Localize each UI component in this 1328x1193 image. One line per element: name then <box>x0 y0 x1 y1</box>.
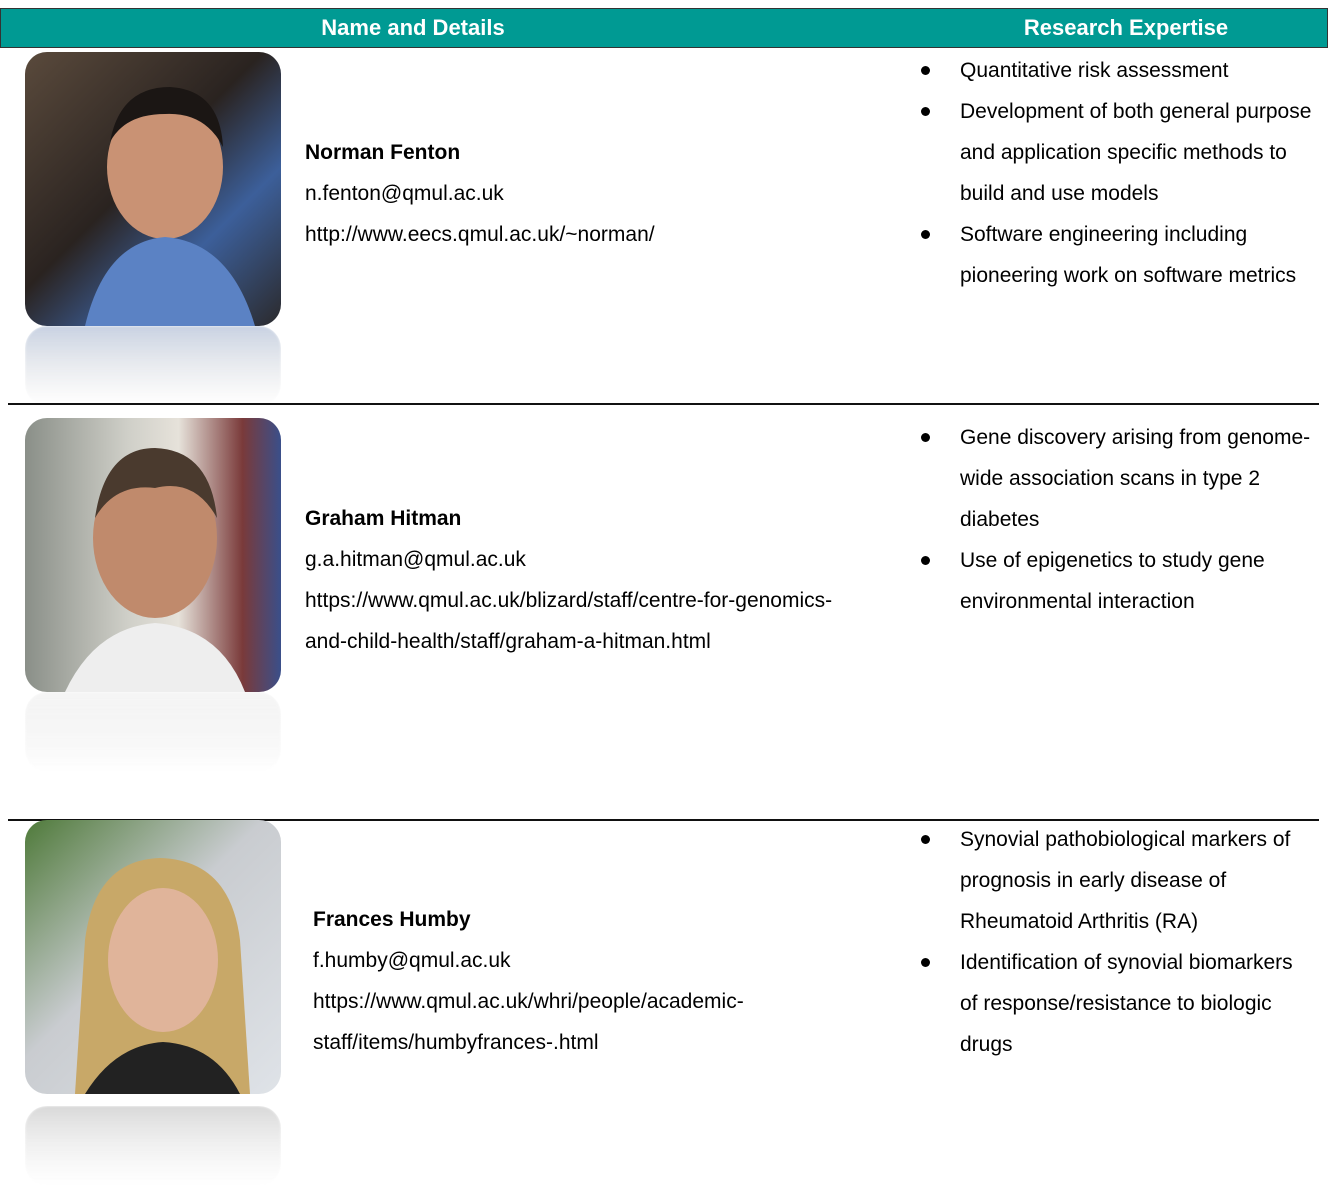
details: Norman Fenton n.fenton@qmul.ac.uk http:/… <box>305 132 870 255</box>
expertise-item: Development of both general purpose and … <box>918 91 1313 214</box>
email: n.fenton@qmul.ac.uk <box>305 182 504 205</box>
row-separator <box>8 403 1319 405</box>
url: https://www.qmul.ac.uk/whri/people/acade… <box>313 990 744 1054</box>
photo <box>25 418 281 692</box>
url: http://www.eecs.qmul.ac.uk/~norman/ <box>305 223 655 246</box>
table-header: Name and Details Research Expertise <box>0 8 1328 48</box>
person-name: Norman Fenton <box>305 141 461 164</box>
details: Graham Hitman g.a.hitman@qmul.ac.uk http… <box>305 498 870 662</box>
url: https://www.qmul.ac.uk/blizard/staff/cen… <box>305 589 833 653</box>
photo <box>25 52 281 326</box>
photo-figure <box>75 858 250 1094</box>
email: f.humby@qmul.ac.uk <box>313 949 511 972</box>
column-header: Name and Details <box>321 15 505 40</box>
expertise-item: Synovial pathobiological markers of prog… <box>918 819 1313 942</box>
expertise-item: Gene discovery arising from genome-wide … <box>918 417 1313 540</box>
expertise-item: Quantitative risk assessment <box>918 50 1313 91</box>
row-separator <box>8 819 1319 821</box>
expertise-item: Software engineering including pioneerin… <box>918 214 1313 296</box>
expertise-item: Use of epigenetics to study gene environ… <box>918 540 1313 622</box>
photo-figure <box>65 448 245 692</box>
expertise-item: Identification of synovial biomarkers of… <box>918 942 1313 1065</box>
photo-figure <box>85 87 255 326</box>
photo-reflection <box>25 326 281 406</box>
expertise-list: Gene discovery arising from genome-wide … <box>918 417 1313 622</box>
photo-reflection <box>25 1106 281 1186</box>
person-name: Frances Humby <box>313 908 471 931</box>
photo <box>25 820 281 1094</box>
expertise-list: Quantitative risk assessment Development… <box>918 50 1313 296</box>
expertise-list: Synovial pathobiological markers of prog… <box>918 819 1313 1065</box>
column-header: Research Expertise <box>1023 15 1229 40</box>
details: Frances Humby f.humby@qmul.ac.uk https:/… <box>313 899 878 1063</box>
email: g.a.hitman@qmul.ac.uk <box>305 548 526 571</box>
person-name: Graham Hitman <box>305 507 462 530</box>
photo-reflection <box>25 692 281 772</box>
